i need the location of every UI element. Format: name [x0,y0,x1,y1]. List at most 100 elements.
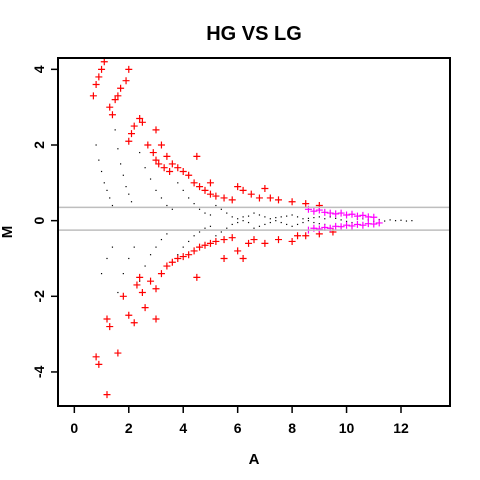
data-point-highlight [370,220,378,228]
data-point-dot [125,186,127,188]
data-point-dot [242,220,244,222]
data-point-dot [160,238,163,241]
data-point-significant [122,77,130,85]
x-axis: 0 2 4 6 8 10 12 [70,406,409,436]
data-point-significant [95,360,103,368]
data-point-significant [234,183,242,191]
x-axis-label: A [249,451,260,468]
data-point-significant [157,270,165,278]
data-point-significant [185,171,193,179]
data-point-dot [291,225,293,227]
data-point-dot [231,223,233,226]
data-point-significant [141,304,149,312]
data-point-dot [177,254,179,256]
data-point-dot [247,221,250,224]
data-point-significant [193,273,201,281]
data-point-significant [174,164,182,172]
x-tick-label: 0 [70,420,78,436]
data-point-significant [138,289,146,297]
data-point-significant [92,80,100,88]
data-point-dot [188,240,190,243]
data-point-dot [275,220,277,222]
data-point-dot [286,223,288,226]
data-point-dot [100,273,103,275]
data-point-dot [144,167,146,169]
data-point-dot [269,221,271,224]
data-point-dot [296,223,299,226]
data-point-dot [95,144,97,146]
data-point-significant [179,253,187,261]
data-point-highlight [337,209,345,217]
data-point-significant [100,58,108,66]
data-point-dot [155,246,157,248]
data-point-significant [152,285,160,293]
data-point-dot [237,221,239,224]
data-point-dot [106,257,108,260]
data-point-significant [275,236,282,244]
data-point-significant [196,183,204,191]
data-point-dot [204,227,206,229]
data-point-significant [185,251,193,259]
data-point-significant [163,152,171,160]
data-point-dot [215,204,217,207]
chart-title: HG VS LG [206,23,302,45]
data-point-dot [313,221,315,224]
data-point-significant [130,122,138,130]
data-point-significant [106,323,114,331]
data-point-significant [147,277,155,285]
data-point-dot [103,182,105,184]
data-point-dot [253,227,255,229]
data-point-significant [288,237,296,245]
data-point-highlight [315,225,323,233]
data-point-dot [291,214,293,216]
data-point-significant [228,196,236,204]
data-point-highlight [348,222,356,230]
data-point-significant [179,167,187,175]
data-point-significant [157,141,165,149]
data-point-dot [144,265,146,267]
data-point-significant [266,194,274,202]
data-point-significant [163,262,171,270]
data-point-dot [226,212,228,214]
data-point-dot [226,227,228,229]
data-point-dot [258,225,261,227]
data-point-significant [160,164,168,172]
data-point-significant [119,292,127,300]
data-point-significant [136,273,144,281]
data-point-dot [329,216,331,218]
data-point-significant [89,92,97,100]
data-point-dot [296,216,299,218]
data-point-dot [215,235,217,237]
data-point-dot [389,219,391,221]
data-point-significant [201,186,209,194]
data-point-significant [255,194,263,202]
data-point-highlight [332,210,340,218]
data-point-dot [318,223,320,225]
y-axis-label: M [0,226,16,239]
data-point-dot [193,235,195,237]
data-point-significant [152,126,160,134]
data-point-dot [313,217,315,219]
data-point-dot [98,159,100,161]
data-point-significant [92,353,100,361]
data-point-dot [149,254,152,256]
data-point-significant [130,319,138,327]
data-point-dot [280,221,282,224]
data-point-dot [128,193,130,195]
data-point-significant [206,190,214,198]
data-point-highlight [370,213,378,221]
data-point-dot [302,218,304,220]
data-point-significant [125,311,133,319]
data-point-significant [239,254,247,262]
reference-lines [58,206,450,231]
data-point-dot [307,220,310,222]
data-point-dot [302,221,304,224]
data-point-significant [220,236,228,244]
data-point-dot [182,189,184,191]
data-point-dot [307,217,310,219]
data-point-dot [128,257,130,260]
data-point-dot [114,129,116,131]
data-point-dot [258,214,261,216]
data-point-dot [231,216,233,218]
